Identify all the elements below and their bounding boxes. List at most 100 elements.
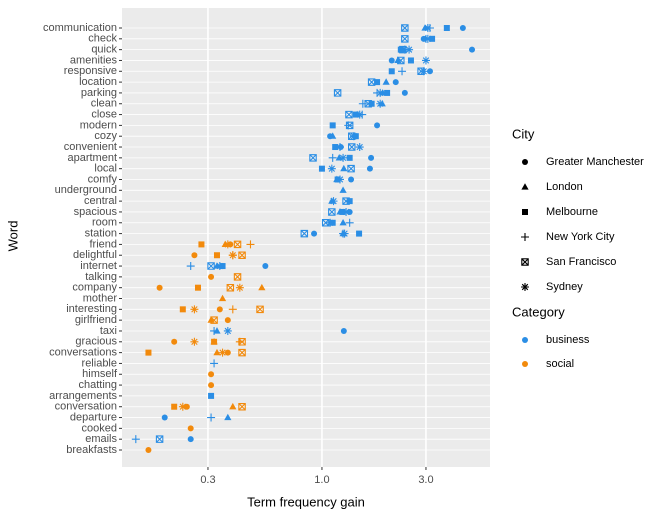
point — [211, 338, 218, 345]
point — [355, 143, 364, 152]
point — [213, 252, 220, 259]
x-tick-label: 0.3 — [200, 474, 215, 486]
y-tick-label: internet — [80, 260, 117, 272]
point — [208, 273, 215, 280]
point — [210, 359, 219, 368]
legend-label: Greater Manchester — [546, 156, 644, 168]
point — [401, 35, 409, 43]
point — [238, 251, 246, 259]
point — [401, 24, 409, 32]
y-tick-label: delightful — [73, 249, 117, 261]
point — [223, 326, 232, 335]
point — [238, 338, 246, 346]
y-tick-label: reliable — [82, 357, 117, 369]
point — [339, 153, 348, 162]
point — [210, 316, 218, 324]
point — [256, 305, 264, 314]
y-tick-label: comfy — [88, 173, 118, 185]
point — [345, 110, 353, 119]
point — [347, 164, 355, 173]
point — [318, 165, 325, 172]
point — [327, 164, 336, 173]
point — [328, 208, 336, 216]
point — [345, 218, 354, 227]
point — [190, 305, 199, 314]
point — [469, 46, 476, 53]
point — [179, 306, 186, 313]
legend-label: Sydney — [546, 281, 583, 293]
point — [233, 240, 242, 249]
y-tick-label: clean — [91, 98, 117, 110]
point — [233, 273, 242, 281]
point — [376, 88, 385, 97]
point — [382, 78, 390, 85]
y-tick-label: girlfriend — [75, 314, 117, 326]
point — [229, 402, 237, 410]
y-tick-label: parking — [81, 87, 117, 99]
point — [186, 262, 195, 271]
point — [388, 57, 395, 64]
point — [223, 240, 232, 249]
point — [311, 230, 318, 237]
point — [228, 251, 237, 260]
y-tick-label: friend — [89, 238, 117, 250]
point — [423, 34, 432, 43]
point — [356, 230, 363, 237]
point — [191, 252, 198, 259]
y-tick-label: underground — [55, 184, 117, 196]
y-tick-label: interesting — [66, 303, 117, 315]
point — [145, 349, 152, 356]
point — [376, 99, 385, 108]
x-tick-label: 3.0 — [418, 474, 433, 486]
point — [333, 89, 342, 97]
point — [190, 337, 199, 346]
y-tick-label: conversation — [55, 401, 117, 413]
point — [246, 240, 255, 249]
point — [156, 284, 163, 291]
y-tick-label: emails — [85, 433, 117, 445]
point — [349, 132, 358, 141]
panel — [122, 8, 490, 467]
y-tick-label: breakfasts — [66, 444, 117, 456]
point — [207, 262, 215, 270]
point — [218, 348, 227, 357]
point — [398, 67, 407, 76]
point — [374, 122, 381, 129]
point — [262, 263, 269, 270]
y-tick-label: taxi — [100, 325, 117, 337]
y-tick-label: conversations — [49, 347, 117, 359]
point — [419, 67, 428, 76]
y-tick-label: local — [94, 163, 117, 175]
legend-swatch — [522, 337, 528, 343]
point — [336, 143, 345, 152]
y-tick-label: himself — [82, 368, 118, 380]
y-tick-label: check — [88, 33, 117, 45]
point — [329, 132, 337, 139]
point — [213, 348, 221, 356]
y-tick-label: amenities — [70, 54, 118, 66]
point — [300, 229, 309, 238]
point — [224, 317, 231, 324]
point — [459, 25, 466, 31]
point — [171, 338, 178, 345]
point — [364, 99, 372, 108]
x-tick-label: 1.0 — [314, 474, 329, 486]
y-tick-label: cozy — [94, 130, 117, 142]
point — [340, 327, 347, 334]
point — [332, 144, 339, 151]
y-axis-label: Word — [5, 221, 20, 252]
point — [194, 284, 201, 291]
point — [342, 207, 351, 216]
y-tick-label: quick — [91, 44, 117, 56]
y-tick-label: spacious — [74, 206, 118, 218]
point — [326, 218, 335, 227]
point — [339, 186, 347, 193]
point — [208, 371, 215, 378]
point — [426, 68, 433, 75]
y-tick-label: location — [79, 76, 117, 88]
legend-label: London — [546, 181, 583, 193]
y-tick-label: responsive — [64, 65, 117, 77]
point — [329, 122, 336, 129]
point — [309, 154, 317, 162]
